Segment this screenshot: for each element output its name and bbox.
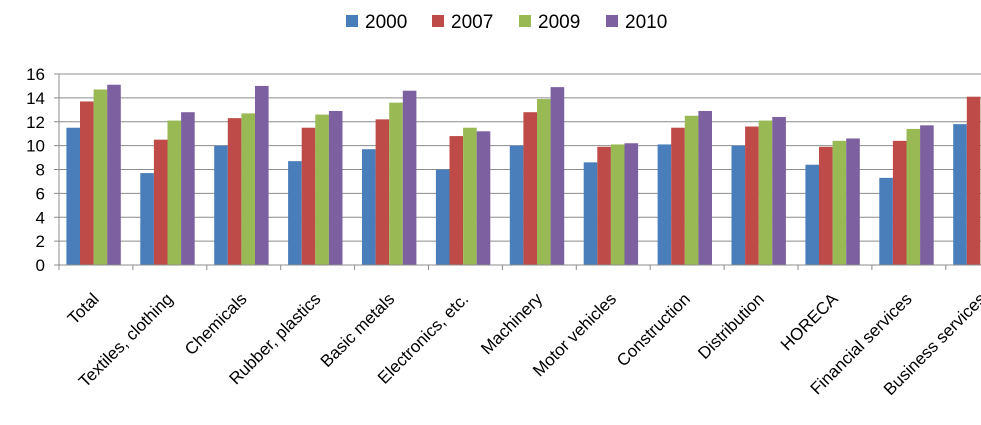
bar-2007-2	[227, 118, 242, 265]
y-axis: 0 2 4 6 8 10 12 14 16	[26, 65, 60, 275]
bar-2007-4	[375, 119, 390, 265]
x-category-label: Distribution	[694, 289, 768, 363]
bar-2000-9	[731, 145, 746, 265]
legend-label: 2000	[365, 12, 407, 33]
bar-2010-3	[328, 111, 343, 265]
legend-swatch-2009	[519, 15, 531, 27]
legend-swatch-2010	[606, 15, 618, 27]
bar-2009-9	[758, 120, 773, 266]
y-tick-label: 8	[36, 161, 45, 180]
legend-label: 2009	[538, 12, 580, 33]
bar-2010-9	[772, 116, 786, 265]
bar-2000-1	[140, 173, 154, 265]
bar-2007-12	[966, 96, 981, 266]
bar-2010-7	[624, 143, 639, 265]
bar-2009-2	[241, 113, 255, 265]
y-tick-label: 10	[26, 137, 45, 156]
y-tick-label: 4	[36, 208, 45, 227]
bar-2010-10	[846, 138, 860, 265]
bars	[66, 84, 981, 266]
bar-2009-7	[610, 144, 625, 265]
x-category-label: Machinery	[477, 289, 546, 358]
bar-2007-8	[671, 127, 685, 265]
bar-2010-8	[698, 111, 712, 265]
bar-2007-0	[80, 101, 94, 265]
x-category-label: Total	[64, 289, 103, 328]
bar-2010-4	[402, 90, 417, 266]
bar-2007-11	[892, 140, 907, 265]
bar-2007-6	[523, 112, 537, 265]
bar-2007-5	[449, 136, 464, 265]
y-tick-label: 0	[36, 256, 45, 275]
bar-2000-7	[583, 162, 598, 265]
legend: 2000 2007 2009 2010	[346, 12, 667, 33]
bar-2010-6	[550, 87, 565, 265]
bar-2009-6	[537, 99, 551, 265]
bar-2000-4	[362, 149, 376, 265]
bar-2007-3	[301, 127, 316, 265]
bar-2010-1	[181, 112, 195, 265]
legend-swatch-2000	[346, 15, 358, 27]
bar-2000-5	[435, 169, 450, 265]
legend-swatch-2007	[432, 15, 444, 27]
bar-2009-4	[389, 102, 403, 266]
bar-2000-11	[879, 177, 893, 265]
bar-2010-2	[255, 85, 269, 265]
bar-2007-9	[745, 126, 759, 266]
y-tick-label: 6	[36, 184, 45, 203]
x-category-label: Chemicals	[181, 289, 251, 359]
bar-2009-5	[463, 127, 477, 265]
bar-2009-8	[684, 115, 699, 265]
y-tick-label: 16	[26, 65, 45, 84]
bar-2010-5	[476, 131, 491, 265]
bar-2007-7	[597, 146, 611, 265]
bar-2007-10	[819, 146, 833, 265]
x-category-label: HORECA	[777, 289, 842, 354]
bar-2009-3	[315, 114, 329, 266]
bar-2000-8	[657, 144, 672, 265]
y-tick-label: 2	[36, 232, 45, 251]
bar-2009-1	[167, 120, 182, 266]
bar-2000-12	[953, 124, 967, 265]
bar-2010-11	[920, 125, 934, 265]
bar-2000-2	[214, 145, 228, 265]
y-tick-label: 14	[26, 89, 45, 108]
bar-2000-0	[66, 127, 80, 265]
legend-label: 2007	[451, 12, 493, 33]
legend-label: 2010	[625, 12, 667, 33]
bar-2000-6	[509, 145, 524, 265]
y-tick-label: 12	[26, 113, 45, 132]
bar-2000-3	[288, 161, 302, 265]
bar-2009-0	[93, 89, 108, 265]
bar-2009-10	[832, 140, 847, 265]
x-category-label: Basic metals	[317, 289, 399, 371]
bar-2010-0	[107, 84, 121, 266]
bar-2000-10	[805, 164, 819, 265]
bar-2009-11	[906, 128, 921, 265]
bar-2007-1	[153, 139, 168, 265]
x-category-label: Construction	[613, 289, 694, 370]
